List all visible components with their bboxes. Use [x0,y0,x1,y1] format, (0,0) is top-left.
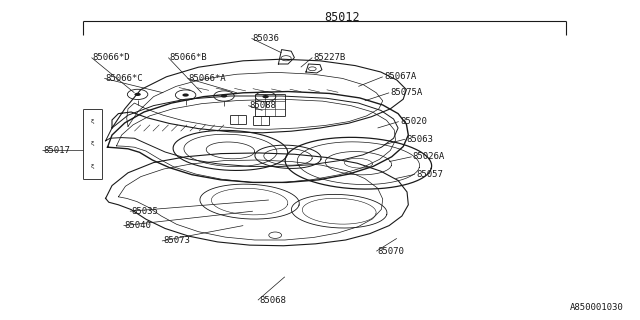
Text: 85227B: 85227B [314,53,346,62]
Text: 85068: 85068 [259,296,286,305]
Text: 85026A: 85026A [413,152,445,161]
Text: 85040: 85040 [125,221,152,230]
Circle shape [134,93,141,96]
Text: 85066*A: 85066*A [189,74,227,83]
Text: 85066*C: 85066*C [106,74,143,83]
Text: ξ: ξ [91,164,95,169]
Text: 85012: 85012 [324,11,360,24]
Circle shape [262,95,269,98]
Text: 85070: 85070 [378,247,404,256]
Text: 85088: 85088 [250,101,276,110]
Text: 85067A: 85067A [384,72,416,81]
Text: ξ: ξ [91,119,95,124]
Text: 85017: 85017 [44,146,70,155]
Text: 85057: 85057 [416,170,443,179]
Circle shape [221,94,227,98]
Text: 85063: 85063 [406,135,433,144]
Text: 85020: 85020 [400,117,427,126]
Text: 85066*D: 85066*D [93,53,131,62]
Text: A850001030: A850001030 [570,303,624,312]
Text: 85075A: 85075A [390,88,422,97]
Text: 85073: 85073 [163,236,190,245]
Text: 85036: 85036 [253,34,280,43]
Text: 85035: 85035 [131,207,158,216]
Text: ξ: ξ [91,141,95,147]
Circle shape [182,93,189,97]
Text: 85066*B: 85066*B [170,53,207,62]
